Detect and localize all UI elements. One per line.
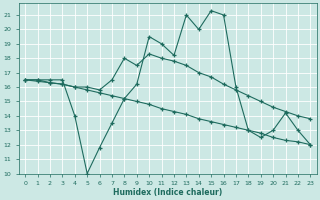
X-axis label: Humidex (Indice chaleur): Humidex (Indice chaleur) xyxy=(113,188,222,197)
